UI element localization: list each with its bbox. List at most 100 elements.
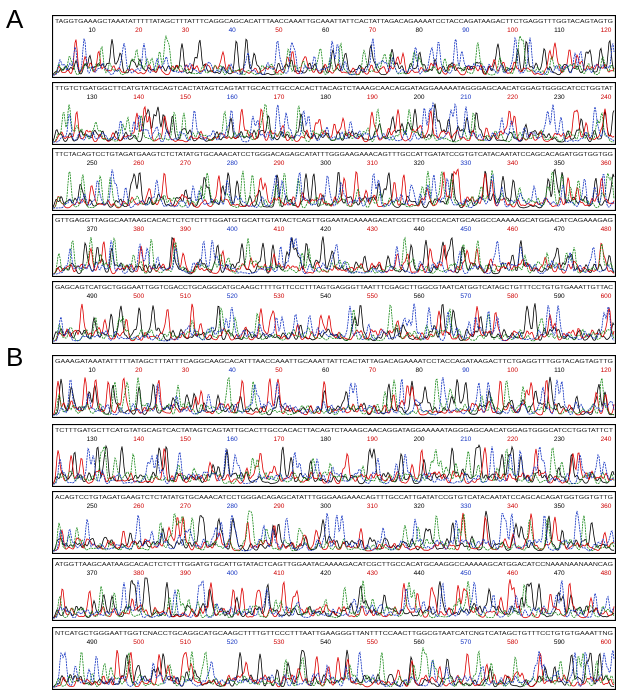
position-number: 290 — [273, 503, 284, 510]
position-number: 10 — [88, 27, 96, 34]
position-number: 450 — [460, 226, 471, 233]
position-number: 420 — [320, 570, 331, 577]
position-number: 380 — [133, 226, 144, 233]
position-number: 480 — [601, 570, 612, 577]
chromatogram-row: TCTTTGATGCTTCATGTATGCAGTCACTATAGTCAGTATT… — [52, 424, 616, 487]
trace — [53, 36, 615, 76]
trace — [52, 304, 615, 342]
position-number: 110 — [554, 27, 565, 34]
chromatogram-row: TTGTCTGATGGCTTCATGTATGCAGTCACTATAGTCAGTA… — [52, 82, 616, 145]
position-number: 470 — [554, 570, 565, 577]
position-number: 260 — [133, 503, 144, 510]
position-number: 450 — [460, 570, 471, 577]
position-number: 430 — [367, 570, 378, 577]
trace — [53, 445, 615, 485]
row-frame — [52, 491, 616, 554]
position-number: 470 — [554, 226, 565, 233]
position-number: 150 — [180, 94, 191, 101]
trace — [53, 580, 615, 619]
position-number: 540 — [320, 639, 331, 646]
position-number: 570 — [460, 293, 471, 300]
trace — [52, 579, 615, 619]
position-number: 30 — [182, 367, 190, 374]
trace — [52, 577, 615, 619]
position-number: 200 — [414, 94, 425, 101]
position-number: 430 — [367, 226, 378, 233]
position-number: 320 — [414, 160, 425, 167]
position-number: 330 — [460, 503, 471, 510]
position-number: 460 — [507, 226, 518, 233]
position-number: 310 — [367, 160, 378, 167]
position-number: 580 — [507, 639, 518, 646]
chromatogram-row: GAAAGATAAATATTTTTATAGCTTTATTTCAGGCAAGCAC… — [52, 355, 616, 418]
panel-label: B — [6, 342, 24, 372]
trace — [52, 236, 615, 275]
position-number: 440 — [414, 570, 425, 577]
position-number: 530 — [273, 293, 284, 300]
trace — [53, 169, 615, 209]
row-frame — [52, 82, 616, 145]
position-number: 340 — [507, 503, 518, 510]
sequence: TCTTTGATGCTTCATGTATGCAGTCACTATAGTCAGTATT… — [55, 428, 614, 434]
chromatogram-row: GTTGAGGTTAGGCAATAAGCACACTCTCTCTTTGGATGTG… — [52, 214, 616, 277]
position-number: 90 — [462, 367, 470, 374]
position-number: 330 — [460, 160, 471, 167]
panel-label: A — [6, 4, 24, 34]
position-number: 570 — [460, 639, 471, 646]
position-number: 100 — [507, 367, 518, 374]
position-number: 60 — [322, 367, 330, 374]
position-number: 20 — [135, 27, 143, 34]
trace — [52, 510, 615, 552]
trace — [53, 650, 615, 688]
sequence: GTTGAGGTTAGGCAATAAGCACACTCTCTCTTTGGATGTG… — [55, 218, 613, 224]
position-number: 360 — [601, 160, 612, 167]
position-number: 590 — [554, 293, 565, 300]
position-number: 490 — [87, 293, 98, 300]
position-number: 290 — [273, 160, 284, 167]
chromatogram-row: ATGGTTAAGCAATAAGCACACTCTCTTTGGATGTGCATTG… — [52, 558, 616, 621]
position-number: 60 — [322, 27, 330, 34]
sequence: GAGCAGTCATGCTGGGAATTGGTCGACCTGCAGGCATGCA… — [55, 285, 613, 291]
position-number: 70 — [369, 367, 377, 374]
position-number: 550 — [367, 639, 378, 646]
position-number: 170 — [273, 436, 284, 443]
position-number: 80 — [415, 367, 423, 374]
position-number: 220 — [507, 436, 518, 443]
position-number: 600 — [601, 293, 612, 300]
position-number: 500 — [133, 639, 144, 646]
position-number: 380 — [133, 570, 144, 577]
position-number: 510 — [180, 639, 191, 646]
trace — [53, 649, 615, 688]
row-frame — [52, 214, 616, 277]
row-frame — [52, 627, 616, 690]
sequence: TTGTCTGATGGCTTCATGTATGCAGTCACTATAGTCAGTA… — [55, 86, 614, 92]
position-number: 170 — [273, 94, 284, 101]
position-number: 220 — [507, 94, 518, 101]
position-number: 130 — [87, 94, 98, 101]
position-number: 210 — [460, 436, 471, 443]
trace — [52, 649, 614, 688]
position-number: 270 — [180, 503, 191, 510]
position-number: 410 — [273, 226, 284, 233]
trace — [52, 377, 615, 416]
position-number: 530 — [273, 639, 284, 646]
chromatogram-row: TTCTACAGTCCTGTAGATGAAGTCTCTATATGTGCAAACA… — [52, 148, 616, 211]
position-number: 560 — [414, 639, 425, 646]
position-number: 190 — [367, 436, 378, 443]
position-number: 460 — [507, 570, 518, 577]
position-number: 590 — [554, 639, 565, 646]
position-number: 400 — [227, 570, 238, 577]
chromatogram-row: GAGCAGTCATGCTGGGAATTGGTCGACCTGCAGGCATGCA… — [52, 281, 616, 344]
row-frame — [52, 281, 616, 344]
position-number: 240 — [601, 94, 612, 101]
row-frame — [52, 424, 616, 487]
position-number: 400 — [227, 226, 238, 233]
position-number: 50 — [275, 27, 283, 34]
position-number: 360 — [601, 503, 612, 510]
position-number: 320 — [414, 503, 425, 510]
position-number: 200 — [414, 436, 425, 443]
trace — [52, 168, 615, 209]
position-number: 250 — [87, 503, 98, 510]
position-number: 80 — [415, 27, 423, 34]
position-number: 210 — [460, 94, 471, 101]
